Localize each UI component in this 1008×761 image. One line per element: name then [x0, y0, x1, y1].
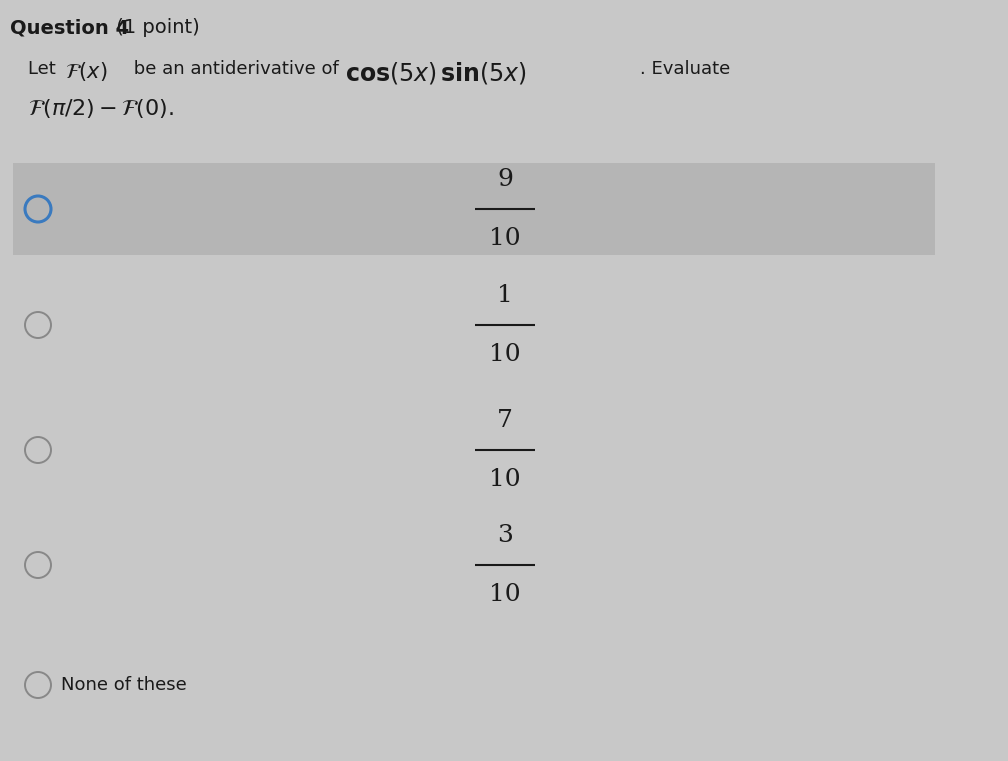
Text: 7: 7 [497, 409, 513, 432]
Text: Let: Let [28, 60, 61, 78]
Text: 3: 3 [497, 524, 513, 547]
Text: 9: 9 [497, 168, 513, 191]
Text: (1 point): (1 point) [110, 18, 200, 37]
Text: 1: 1 [497, 284, 513, 307]
Text: Question 4: Question 4 [10, 18, 129, 37]
Text: be an antiderivative of: be an antiderivative of [128, 60, 345, 78]
Text: 10: 10 [489, 343, 521, 366]
Text: $\mathbf{cos}(5x)\,\mathbf{sin}(5x)$: $\mathbf{cos}(5x)\,\mathbf{sin}(5x)$ [345, 60, 527, 86]
Text: 10: 10 [489, 468, 521, 491]
Text: 10: 10 [489, 583, 521, 606]
Bar [13, 163, 935, 255]
Text: None of these: None of these [61, 676, 186, 694]
Text: . Evaluate: . Evaluate [640, 60, 730, 78]
Text: $\mathcal{F}(x)$: $\mathcal{F}(x)$ [65, 60, 108, 83]
Text: $\mathcal{F}(\pi/2) - \mathcal{F}(0)$.: $\mathcal{F}(\pi/2) - \mathcal{F}(0)$. [28, 97, 174, 120]
Text: 10: 10 [489, 227, 521, 250]
